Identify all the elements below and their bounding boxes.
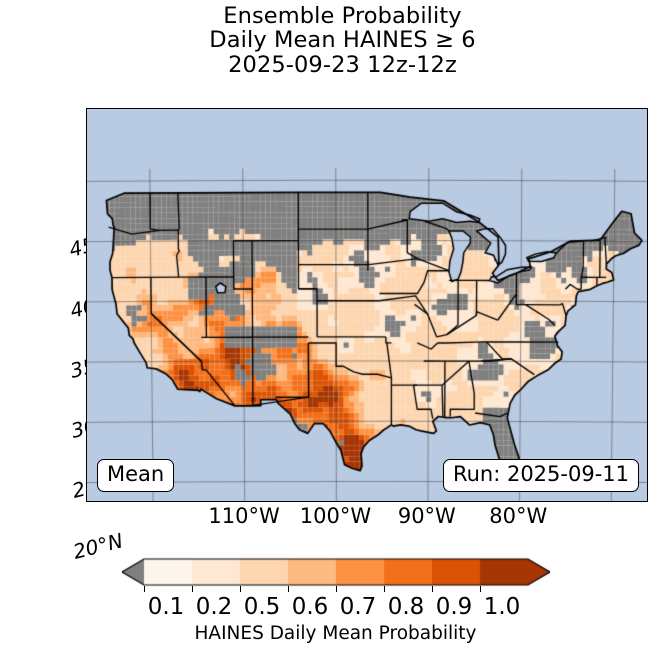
lon-tick-label: 80°W: [489, 504, 548, 528]
probability-heatmap: [87, 109, 647, 501]
title-line-3: 2025-09-23 12z-12z: [228, 51, 457, 78]
colorbar-tick-label: 0.5: [243, 594, 281, 620]
lon-tick-label: 100°W: [299, 504, 372, 528]
title-line-2: Daily Mean HAINES ≥ 6: [209, 27, 476, 54]
run-date-box: Run: 2025-09-11: [442, 459, 639, 492]
colorbar-tick-label: 0.7: [339, 594, 377, 620]
title-line-1: Ensemble Probability: [223, 3, 462, 29]
colorbar-tick-mark: [432, 586, 434, 592]
colorbar-tick-mark: [336, 586, 338, 592]
lon-tick-label: 90°W: [397, 504, 456, 528]
chart-title: Ensemble Probability Daily Mean HAINES ≥…: [0, 4, 671, 77]
colorbar-tick-mark: [384, 586, 386, 592]
colorbar-tick-mark: [240, 586, 242, 592]
lon-tick-label: 110°W: [208, 504, 280, 528]
map-panel: Mean Run: 2025-09-11: [86, 108, 648, 502]
mean-label-box: Mean: [97, 459, 175, 492]
colorbar: 0.1 0.2 0.5 0.6 0.7 0.8 0.9 1.0 HAINES Daily Me…: [0, 556, 671, 658]
colorbar-tick-label: 0.1: [147, 594, 185, 620]
colorbar-tick-label: 0.8: [387, 594, 425, 620]
colorbar-gradient: [122, 556, 550, 588]
colorbar-tick-mark: [288, 586, 290, 592]
colorbar-tick-mark: [480, 586, 482, 592]
colorbar-tick-label: 1.0: [483, 594, 521, 620]
colorbar-tick-label: 0.2: [195, 594, 233, 620]
colorbar-tick-mark: [192, 586, 194, 592]
colorbar-tick-label: 0.6: [291, 594, 329, 620]
colorbar-tick-label: 0.9: [435, 594, 473, 620]
colorbar-title: HAINES Daily Mean Probability: [194, 623, 477, 644]
colorbar-tick-mark: [144, 586, 146, 592]
